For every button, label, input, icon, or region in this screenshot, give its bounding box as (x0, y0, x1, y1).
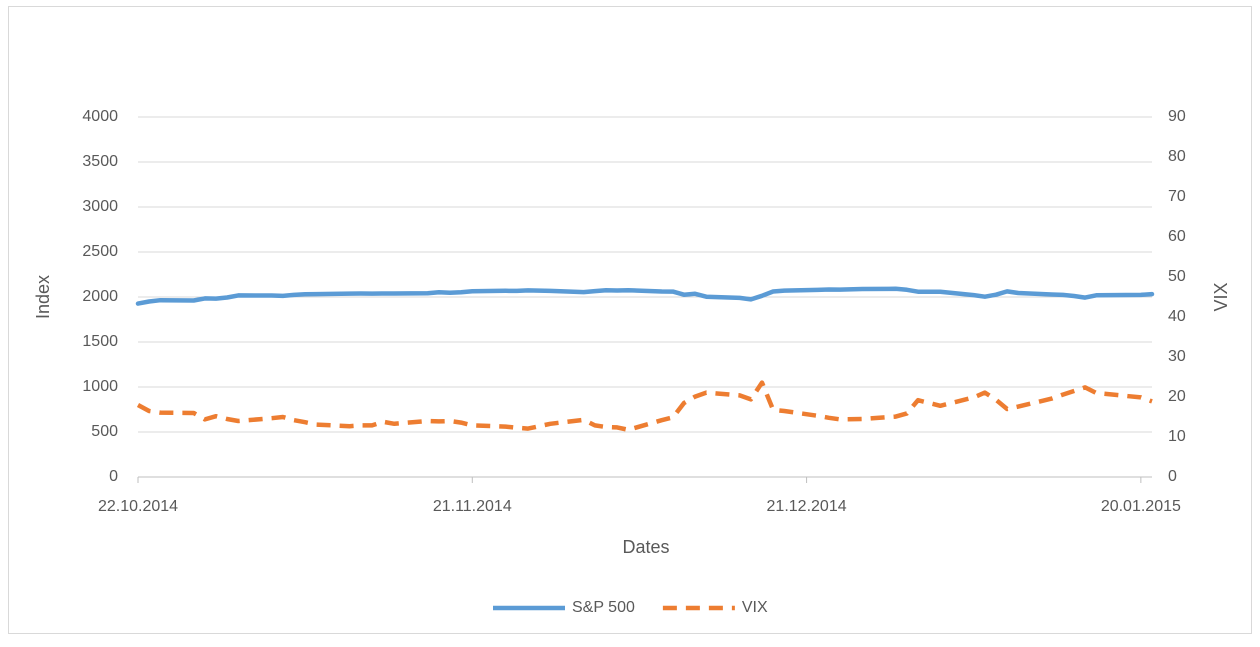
y2-tick-label: 70 (1168, 188, 1186, 205)
y2-tick-label: 50 (1168, 268, 1186, 285)
x-tick-label: 20.01.2015 (1101, 498, 1181, 515)
y-tick-label: 1000 (82, 378, 118, 395)
x-tick-label: 22.10.2014 (98, 498, 178, 515)
chart-border (8, 6, 1252, 634)
y2-tick-label: 40 (1168, 308, 1186, 325)
y2-tick-label: 90 (1168, 108, 1186, 125)
y2-tick-label: 60 (1168, 228, 1186, 245)
series-line (135, 286, 1155, 306)
y2-axis-title: VIX (1211, 282, 1231, 311)
y-tick-label: 4000 (82, 108, 118, 125)
y-tick-label: 1500 (82, 333, 118, 350)
y2-tick-label: 20 (1168, 388, 1186, 405)
y-tick-label: 2500 (82, 243, 118, 260)
y2-tick-label: 0 (1168, 468, 1177, 485)
y-tick-label: 3000 (82, 198, 118, 215)
x-tick-label: 21.11.2014 (433, 498, 512, 515)
legend-label: S&P 500 (572, 599, 635, 616)
y-tick-label: 500 (91, 423, 118, 440)
series-line (136, 380, 1153, 433)
x-axis-title: Dates (622, 537, 669, 557)
y2-tick-label: 80 (1168, 148, 1186, 165)
y-tick-label: 0 (109, 468, 118, 485)
x-tick-label: 21.12.2014 (767, 498, 847, 515)
legend-label: VIX (742, 599, 768, 616)
y2-tick-label: 30 (1168, 348, 1186, 365)
y-tick-label: 3500 (82, 153, 118, 170)
y-axis-title: Index (33, 275, 53, 319)
y-tick-label: 2000 (82, 288, 118, 305)
y2-tick-label: 10 (1168, 428, 1186, 445)
